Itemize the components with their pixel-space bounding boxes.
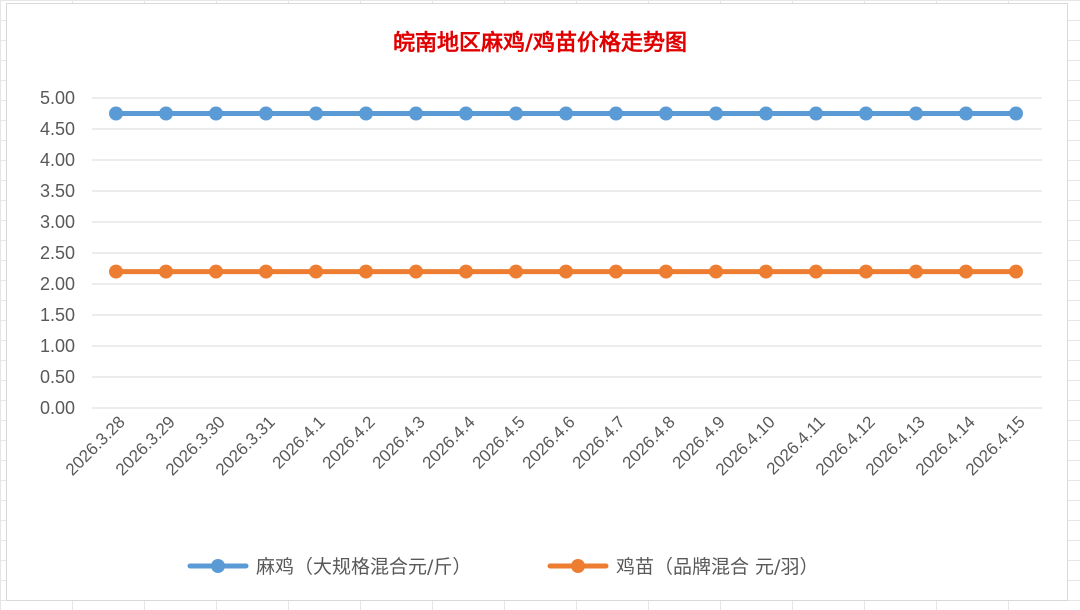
y-tick-label: 3.00 bbox=[40, 212, 75, 232]
data-point bbox=[909, 264, 923, 279]
legend-label-0: 麻鸡（大规格混合元/斤） bbox=[256, 556, 471, 578]
data-point bbox=[359, 106, 373, 121]
data-point bbox=[109, 264, 123, 279]
chart-title: 皖南地区麻鸡/鸡苗价格走势图 bbox=[393, 30, 687, 56]
x-tick-label: 2026.4.4 bbox=[419, 412, 479, 472]
gridlines bbox=[92, 97, 1042, 409]
x-tick-label: 2026.4.2 bbox=[319, 412, 379, 472]
legend-label-1: 鸡苗（品牌混合 元/羽） bbox=[616, 556, 818, 578]
data-point bbox=[559, 106, 573, 121]
data-point bbox=[459, 106, 473, 121]
y-tick-label: 4.00 bbox=[40, 150, 75, 170]
legend-marker-1 bbox=[571, 559, 585, 573]
y-tick-label: 0.50 bbox=[40, 367, 75, 387]
data-point bbox=[159, 106, 173, 121]
y-tick-label: 5.00 bbox=[40, 88, 75, 108]
y-axis-ticks: 0.00 0.50 1.00 1.50 2.00 2.50 3.00 3.50 4.00 4.50… bbox=[40, 88, 75, 418]
data-point bbox=[859, 106, 873, 121]
data-point bbox=[359, 264, 373, 279]
data-point bbox=[659, 106, 673, 121]
data-point bbox=[609, 264, 623, 279]
data-point bbox=[309, 106, 323, 121]
data-point bbox=[959, 264, 973, 279]
data-point bbox=[509, 106, 523, 121]
data-point bbox=[159, 264, 173, 279]
data-point bbox=[209, 106, 223, 121]
data-point bbox=[659, 264, 673, 279]
data-point bbox=[609, 106, 623, 121]
data-point bbox=[959, 106, 973, 121]
legend-marker-0 bbox=[211, 559, 225, 573]
y-tick-label: 3.50 bbox=[40, 181, 75, 201]
data-point bbox=[509, 264, 523, 279]
x-tick-label: 2026.4.1 bbox=[269, 412, 329, 472]
data-point bbox=[259, 264, 273, 279]
data-point bbox=[1009, 264, 1023, 279]
data-point bbox=[459, 264, 473, 279]
x-tick-label: 2026.4.6 bbox=[519, 412, 579, 472]
y-tick-label: 1.00 bbox=[40, 336, 75, 356]
data-point bbox=[259, 106, 273, 121]
data-point bbox=[859, 264, 873, 279]
data-point bbox=[409, 264, 423, 279]
data-point bbox=[409, 106, 423, 121]
series-group bbox=[109, 106, 1023, 279]
chart-area[interactable] bbox=[6, 3, 1068, 601]
data-point bbox=[759, 106, 773, 121]
data-point bbox=[1009, 106, 1023, 121]
y-tick-label: 2.50 bbox=[40, 243, 75, 263]
x-tick-label: 2026.4.5 bbox=[469, 412, 529, 472]
x-tick-label: 2026.4.7 bbox=[569, 412, 629, 472]
x-tick-label: 2026.4.3 bbox=[369, 412, 429, 472]
data-point bbox=[909, 106, 923, 121]
x-tick-label: 2026.4.8 bbox=[619, 412, 679, 472]
data-point bbox=[559, 264, 573, 279]
data-point bbox=[709, 264, 723, 279]
x-axis-ticks: 2026.3.282026.3.292026.3.302026.3.312026… bbox=[62, 412, 1029, 479]
y-tick-label: 4.50 bbox=[40, 119, 75, 139]
data-point bbox=[309, 264, 323, 279]
data-point bbox=[209, 264, 223, 279]
y-tick-label: 1.50 bbox=[40, 305, 75, 325]
data-point bbox=[759, 264, 773, 279]
data-point bbox=[109, 106, 123, 121]
data-point bbox=[709, 106, 723, 121]
legend: 麻鸡（大规格混合元/斤） 鸡苗（品牌混合 元/羽） bbox=[187, 556, 818, 578]
y-tick-label: 2.00 bbox=[40, 274, 75, 294]
y-tick-label: 0.00 bbox=[40, 398, 75, 418]
data-point bbox=[809, 106, 823, 121]
data-point bbox=[809, 264, 823, 279]
